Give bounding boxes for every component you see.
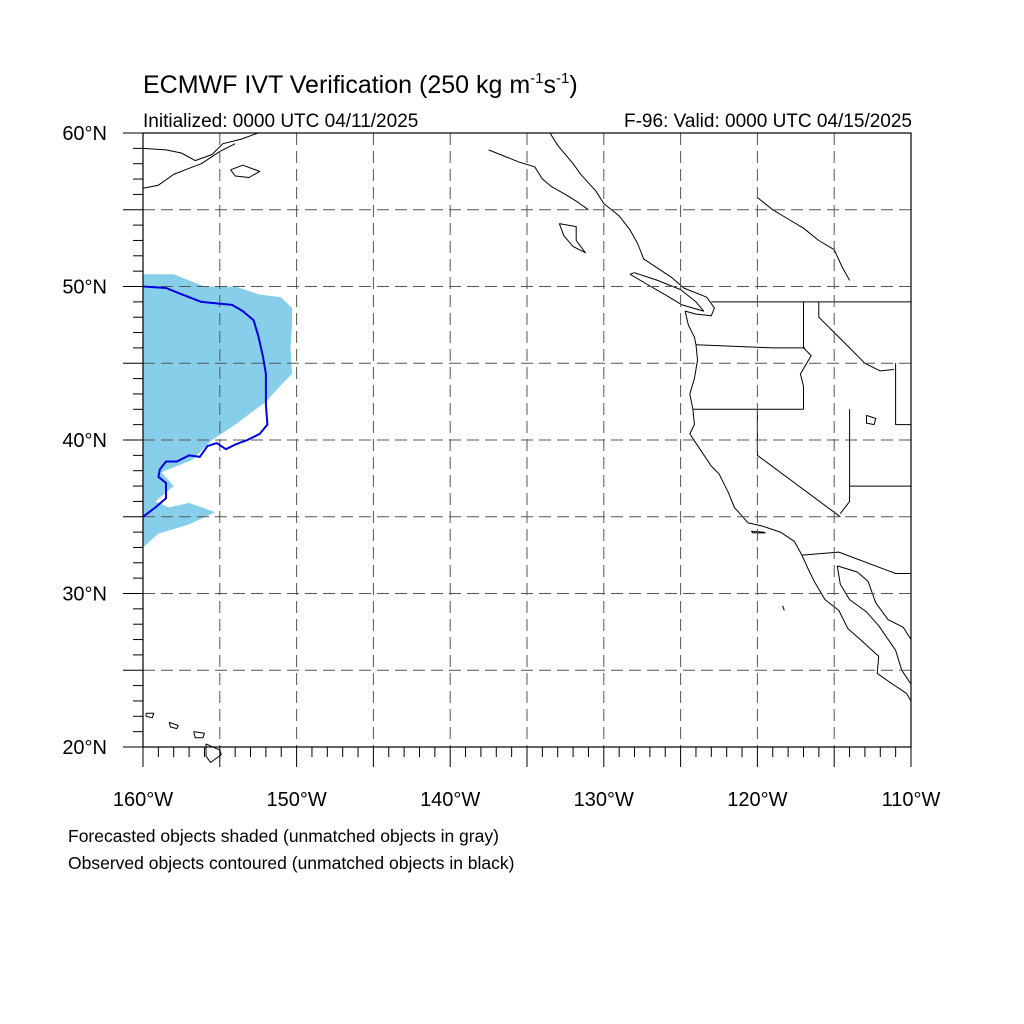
lat-tick-label: 60°N: [62, 123, 107, 145]
geo-channel-isl: [750, 530, 766, 534]
geo-baja-gulf: [836, 565, 912, 685]
gridlines-layer: [143, 133, 911, 747]
lon-tick-label: 150°W: [266, 789, 326, 811]
map-title: ECMWF IVT Verification (250 kg m-1s-1): [143, 71, 578, 100]
title-exponent-2: -1: [556, 70, 570, 87]
geo-lake-saltlake: [866, 414, 877, 426]
title-mid-text: s: [543, 71, 557, 99]
geo-mex-border: [801, 551, 911, 574]
geo-canada-inland: [757, 197, 851, 281]
lon-tick-label: 160°W: [113, 789, 173, 811]
geo-hawaii-big: [205, 743, 222, 763]
lat-tick-label: 20°N: [62, 737, 107, 759]
observed-objects-layer: [142, 285, 269, 518]
geo-maui: [193, 731, 205, 739]
geo-nv-east: [839, 409, 851, 515]
forecast-objects-layer: [143, 274, 292, 548]
axis-labels-layer: 60°N 50°N 40°N 30°N 20°N 160°W 150°W 140°W 130°W…: [62, 123, 940, 811]
observed-object-contour: [142, 285, 269, 518]
geo-oahu: [168, 721, 179, 730]
geo-haida-gwaii: [558, 223, 586, 254]
geo-mainland-gulf: [837, 565, 912, 640]
geo-or-wa-border: [695, 344, 805, 349]
lat-tick-label: 50°N: [62, 277, 107, 299]
lon-tick-label: 120°W: [727, 789, 787, 811]
legend-observed-note: Observed objects contoured (unmatched ob…: [68, 853, 515, 873]
geo-id-west: [799, 301, 812, 410]
lat-tick-label: 30°N: [62, 584, 107, 606]
legend-forecast-note: Forecasted objects shaded (unmatched obj…: [68, 826, 499, 846]
title-end-text: ): [569, 71, 578, 99]
axis-ticks-layer: [123, 132, 912, 767]
geo-id-east: [818, 301, 895, 372]
initialized-label: Initialized: 0000 UTC 04/11/2025: [143, 111, 419, 132]
geo-coastline: [549, 132, 912, 702]
coastlines-borders-layer: [142, 132, 912, 763]
geo-guadalupe: [782, 605, 785, 611]
lon-tick-label: 140°W: [420, 789, 480, 811]
title-main-text: ECMWF IVT Verification (250 kg m: [143, 71, 531, 99]
forecast-object-shading: [143, 274, 292, 548]
geo-alaska-south: [142, 132, 259, 162]
geo-kodiak: [230, 164, 261, 178]
geo-vancouver-island: [629, 272, 705, 312]
lon-tick-label: 110°W: [882, 789, 941, 811]
geo-ca-nv-border: [756, 409, 841, 518]
lon-tick-label: 130°W: [574, 789, 634, 811]
geo-alaska-pen: [142, 143, 236, 189]
geo-kauai: [145, 712, 155, 719]
lat-tick-label: 40°N: [62, 430, 107, 452]
valid-time-label: F-96: Valid: 0000 UTC 04/15/2025: [624, 111, 912, 132]
geo-se-alaska-inner: [488, 149, 589, 211]
geo-wy: [895, 363, 911, 426]
title-exponent-1: -1: [530, 70, 544, 87]
